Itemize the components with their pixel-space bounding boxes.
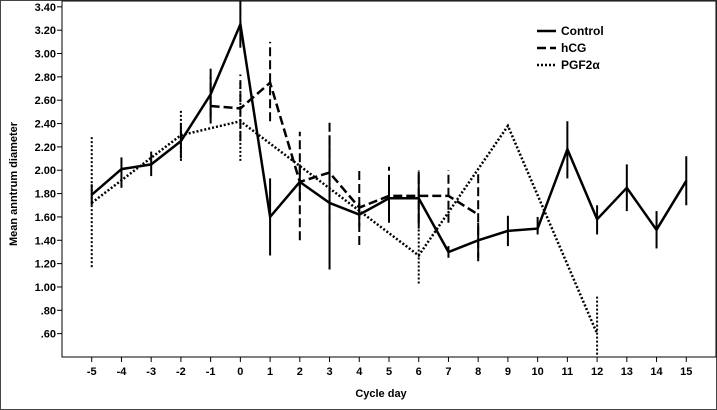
y-tick-label: 2.80: [35, 72, 56, 84]
data-point: [447, 251, 450, 253]
x-tick-label: -3: [146, 366, 156, 378]
data-point: [150, 163, 152, 166]
series-layer: [90, 1, 688, 355]
y-tick-label: 2.40: [35, 119, 56, 131]
x-tick-label: 15: [680, 366, 692, 378]
legend: Control hCG PGF2α: [537, 24, 604, 72]
data-point: [655, 228, 658, 231]
x-tick-label: 4: [356, 366, 363, 378]
data-point: [685, 179, 688, 182]
y-tick-label: .80: [41, 305, 56, 317]
x-tick-label: -4: [117, 366, 128, 378]
data-point: [239, 23, 242, 26]
y-tick-label: 1.60: [35, 212, 56, 224]
data-point: [417, 254, 420, 257]
x-tick-label: 2: [297, 366, 303, 378]
y-tick-label: 1.20: [35, 259, 56, 271]
legend-entry: Control: [561, 24, 604, 38]
data-point: [507, 230, 509, 232]
data-point: [626, 186, 628, 189]
y-tick-label: 3.00: [35, 49, 56, 61]
x-tick-label: 12: [591, 366, 603, 378]
data-point: [299, 181, 301, 183]
y-tick-label: 3.20: [35, 25, 56, 37]
data-point: [596, 218, 598, 221]
x-tick-label: 13: [621, 366, 633, 378]
data-point: [239, 120, 242, 123]
data-point: [388, 195, 390, 197]
data-point: [358, 206, 361, 209]
data-point: [507, 125, 509, 127]
data-point: [536, 227, 539, 230]
y-tick-label: 1.00: [35, 282, 56, 294]
x-tick-label: -5: [87, 366, 97, 378]
series-dashed: [209, 41, 480, 262]
data-point: [269, 216, 271, 218]
y-tick-label: .60: [41, 329, 56, 341]
x-tick-label: 3: [326, 366, 332, 378]
x-tick-label: 9: [505, 366, 511, 378]
data-point: [566, 148, 569, 151]
x-tick-label: 10: [532, 366, 544, 378]
data-point: [328, 171, 331, 174]
series-line: [90, 119, 599, 335]
x-axis: -5 -4 -3 -2 -1 0 1 2 3 4 5 6 7 8 9 10 11 12 13 14 15: [87, 357, 692, 378]
x-tick-label: 1: [267, 366, 273, 378]
data-point: [209, 105, 212, 107]
y-axis-label: Mean anntrum diameter: [8, 121, 20, 246]
x-tick-label: 11: [562, 366, 574, 378]
series-dotted: [90, 81, 599, 355]
x-tick-label: 6: [416, 366, 422, 378]
data-point: [180, 134, 182, 137]
y-axis: 3.40 3.20 3.00 2.80 2.60 2.40 2.20 2.00 1.80 1.60…: [35, 2, 62, 341]
x-tick-label: 0: [237, 366, 243, 378]
data-point: [477, 213, 479, 216]
data-point: [388, 197, 390, 200]
data-point: [120, 168, 123, 170]
y-tick-label: 2.60: [35, 95, 56, 107]
data-point: [269, 81, 271, 84]
x-tick-label: -2: [176, 366, 186, 378]
y-tick-label: 2.00: [35, 165, 56, 177]
legend-entry: PGF2α: [561, 58, 600, 72]
y-tick-label: 2.20: [35, 142, 56, 154]
x-tick-label: 7: [445, 366, 451, 378]
x-tick-label: 8: [475, 366, 481, 378]
y-tick-label: 1.80: [35, 189, 56, 201]
x-axis-label: Cycle day: [355, 388, 407, 400]
series-line: [210, 80, 479, 216]
x-tick-label: 14: [650, 366, 663, 378]
data-point: [209, 93, 212, 96]
data-point: [447, 195, 450, 197]
data-point: [90, 202, 93, 204]
data-point: [596, 332, 598, 335]
legend-entry: hCG: [561, 41, 586, 55]
y-tick-label: 3.40: [35, 2, 56, 14]
data-point: [417, 195, 420, 197]
y-tick-label: 1.40: [35, 235, 56, 247]
data-point: [417, 197, 420, 200]
x-tick-label: 5: [386, 366, 392, 378]
x-tick-label: -1: [206, 366, 216, 378]
